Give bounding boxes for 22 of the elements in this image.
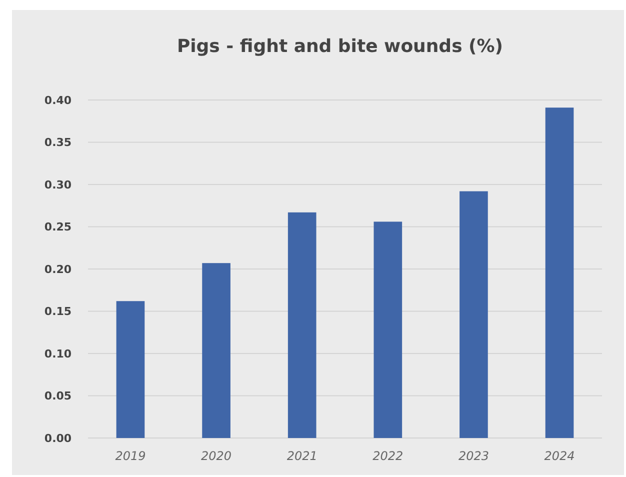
bar [460, 191, 488, 438]
bar [374, 222, 402, 438]
y-tick-label: 0.20 [44, 262, 72, 276]
y-tick-label: 0.00 [44, 432, 72, 445]
y-tick-label: 0.35 [44, 136, 72, 150]
y-tick-label: 0.30 [44, 178, 72, 192]
x-tick-label: 2024 [544, 449, 575, 463]
y-tick-label: 0.15 [44, 305, 72, 318]
y-tick-label: 0.40 [44, 94, 72, 107]
x-tick-label: 2019 [115, 449, 146, 463]
y-tick-label: 0.10 [44, 347, 72, 360]
x-tick-label: 2022 [372, 449, 404, 463]
y-tick-label: 0.25 [44, 220, 72, 234]
y-tick-label: 0.05 [44, 390, 72, 403]
x-tick-label: 2023 [458, 449, 489, 463]
bar [288, 212, 316, 438]
chart-title: Pigs - fight and bite wounds (%) [176, 36, 504, 57]
x-tick-label: 2020 [201, 449, 232, 463]
bar [116, 301, 145, 438]
bar [202, 263, 230, 438]
bar [545, 108, 574, 438]
x-tick-label: 2021 [286, 449, 318, 463]
